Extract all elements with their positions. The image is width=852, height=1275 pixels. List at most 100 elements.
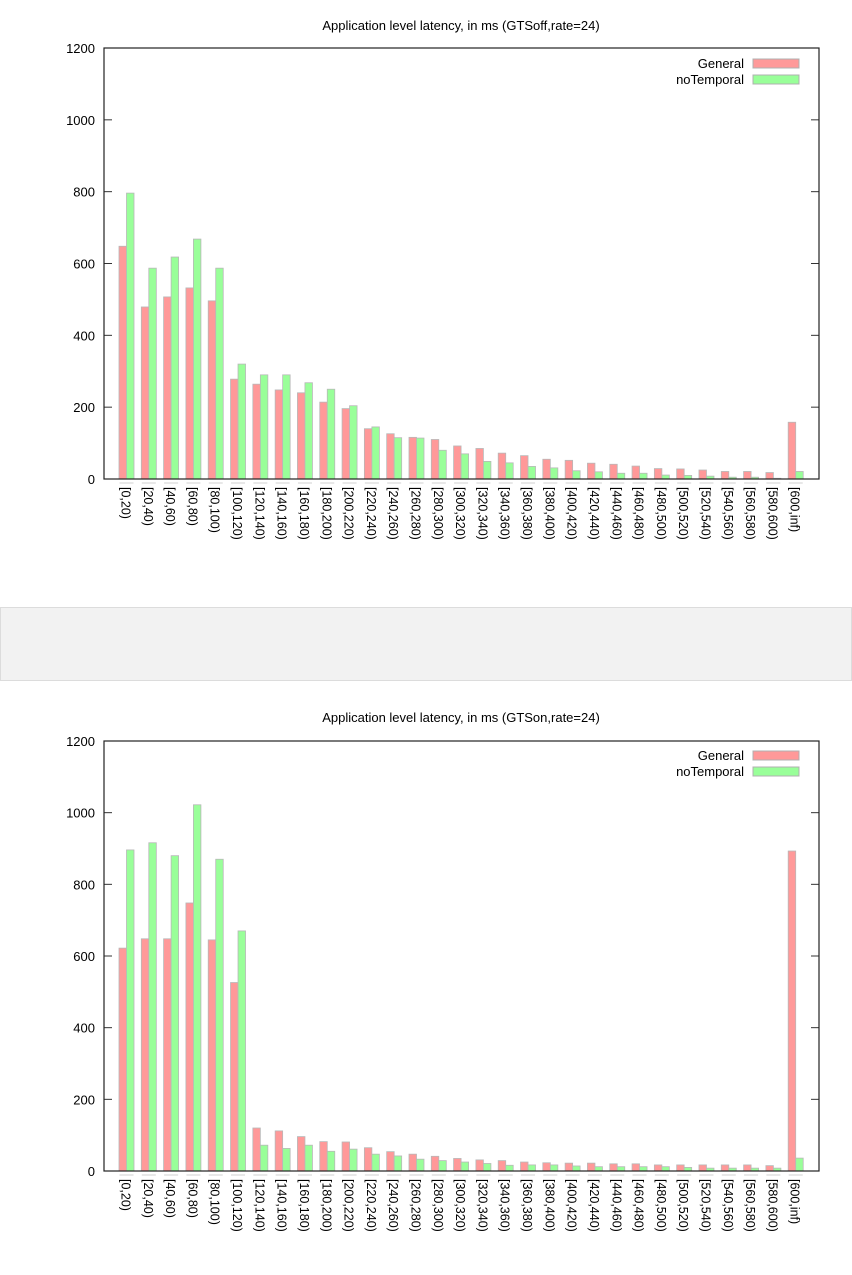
x-tick-label: [300,320) [453,487,467,540]
bar-notemporal-3 [193,238,202,480]
bar-general-9 [319,401,328,480]
bar-notemporal-0 [126,849,135,1172]
bar-general-13 [408,436,417,480]
bar-general-5 [230,378,239,480]
bar-notemporal-15 [460,1161,470,1172]
x-tick-label: [380,400) [542,487,556,540]
bar-notemporal-16 [483,460,492,480]
x-tick-label: [540,560) [721,1179,735,1232]
bar-general-25 [676,468,685,480]
x-tick-label: [140,160) [275,487,289,540]
y-tick-label: 0 [88,1164,95,1179]
bar-general-13 [408,1153,417,1172]
bar-general-20 [564,1162,574,1172]
y-tick-label: 200 [73,400,95,415]
bar-general-24 [653,1164,663,1172]
bar-general-30 [787,421,797,480]
bar-notemporal-30 [795,471,804,480]
y-tick-label: 800 [73,877,95,892]
x-tick-label: [460,480) [632,487,646,540]
y-tick-label: 400 [73,328,95,343]
x-tick-label: [440,460) [609,487,623,540]
bar-notemporal-24 [661,1166,670,1172]
chart-title: Application level latency, in ms (GTSoff… [322,18,599,33]
x-tick-label: [220,240) [364,1179,378,1232]
bar-notemporal-21 [594,471,603,480]
bar-notemporal-23 [639,1166,648,1172]
x-tick-label: [40,60) [163,487,177,526]
legend-label-notemporal: noTemporal [676,72,744,87]
x-tick-label: [240,260) [386,487,400,540]
bar-general-10 [341,1141,350,1172]
bar-notemporal-19 [549,467,559,480]
x-tick-label: [0,20) [119,1179,133,1211]
bar-general-22 [609,1163,618,1172]
bar-general-28 [743,471,752,480]
bar-notemporal-8 [304,382,313,480]
x-tick-label: [80,100) [208,487,222,533]
bar-general-14 [430,439,440,480]
chart-gtson-svg: Application level latency, in ms (GTSon,… [66,710,820,1232]
y-tick-label: 400 [73,1021,95,1036]
bar-notemporal-13 [416,437,425,480]
bar-notemporal-21 [594,1166,603,1172]
x-tick-label: [280,300) [431,1179,445,1232]
x-tick-label: [460,480) [632,1179,646,1232]
bar-general-15 [453,1158,462,1172]
x-tick-label: [200,220) [342,487,356,540]
bar-general-0 [118,947,127,1172]
x-tick-label: [60,80) [185,1179,199,1218]
bar-notemporal-1 [148,842,157,1172]
bar-notemporal-14 [438,449,447,480]
x-tick-label: [20,40) [141,1179,155,1218]
bar-general-10 [341,408,350,480]
x-tick-label: [440,460) [609,1179,623,1232]
bar-general-28 [743,1164,752,1172]
bar-general-16 [475,448,484,480]
chart-gtsoff: Application level latency, in ms (GTSoff… [0,0,852,600]
bar-general-20 [564,459,574,480]
bar-notemporal-5 [237,930,246,1172]
bar-general-6 [252,1127,261,1172]
x-tick-label: [220,240) [364,487,378,540]
x-tick-label: [200,220) [342,1179,356,1232]
x-tick-label: [420,440) [587,1179,601,1232]
y-tick-label: 600 [73,949,95,964]
legend-label-general: General [698,748,744,763]
bar-general-23 [631,1163,640,1172]
bar-general-12 [386,1151,395,1172]
bar-notemporal-23 [639,472,648,480]
bar-notemporal-10 [349,405,358,480]
bar-notemporal-8 [304,1144,313,1172]
bar-general-8 [297,1136,306,1172]
bar-notemporal-1 [148,267,157,480]
bar-notemporal-16 [483,1163,492,1172]
x-tick-label: [400,420) [565,487,579,540]
bar-notemporal-2 [170,256,180,480]
bar-notemporal-11 [371,426,380,480]
x-tick-label: [500,520) [676,487,690,540]
bar-notemporal-7 [282,1148,291,1172]
y-tick-label: 200 [73,1092,95,1107]
x-tick-label: [540,560) [721,487,735,540]
bar-general-29 [765,1165,774,1172]
bar-general-7 [274,389,284,480]
x-tick-label: [180,200) [319,1179,333,1232]
x-tick-label: [300,320) [453,1179,467,1232]
legend: General noTemporal [676,748,800,779]
bar-notemporal-17 [505,1164,514,1172]
x-tick-label: [560,580) [743,487,757,540]
y-tick-label: 600 [73,257,95,272]
x-tick-label: [0,20) [119,487,133,519]
bar-general-23 [631,465,640,480]
x-tick-label: [360,380) [520,487,534,540]
bar-general-7 [274,1130,284,1172]
bar-general-1 [140,938,150,1172]
x-tick-label: [40,60) [163,1179,177,1218]
x-tick-label: [340,360) [498,487,512,540]
bar-general-27 [720,1164,730,1172]
bar-notemporal-22 [616,1166,626,1172]
bar-general-2 [163,938,172,1172]
bar-notemporal-20 [572,1165,581,1172]
x-tick-label: [320,340) [475,1179,489,1232]
